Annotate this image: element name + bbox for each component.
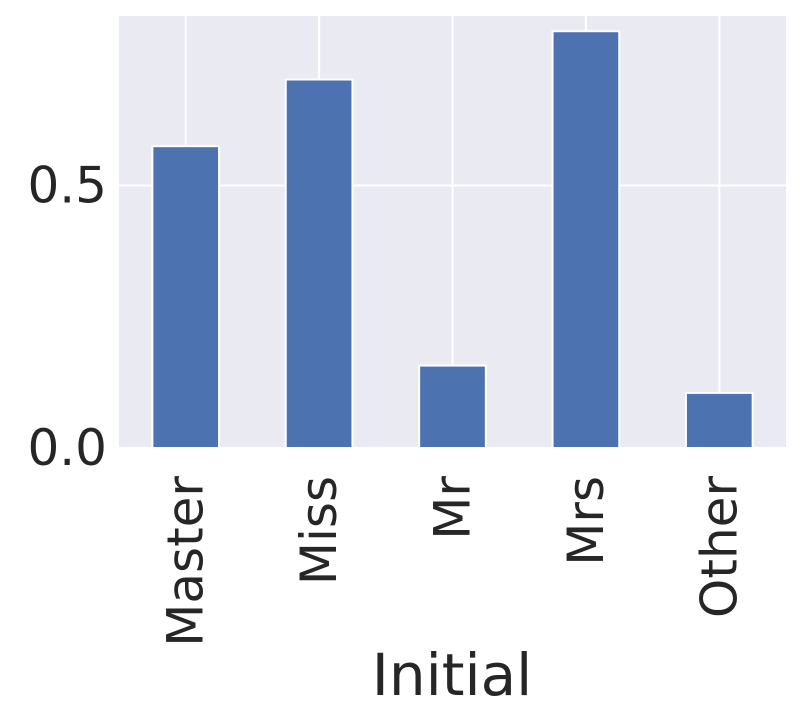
x-tick-label-mr: Mr [424,476,482,540]
bars [151,30,754,450]
bar-mrs [551,30,621,450]
x-tick-label-miss: Miss [290,476,348,585]
bar-master [151,145,221,449]
y-tick-label: 0.5 [27,157,107,215]
bar-other [684,391,754,450]
x-tick-label-other: Other [690,476,748,618]
x-axis-title: Initial [372,641,533,709]
x-tick-label-mrs: Mrs [557,476,615,566]
x-tick-label-master: Master [157,476,215,647]
bar-miss [284,78,354,449]
bar-mr [418,364,487,449]
x-tick-labels: Master Miss Mr Mrs Other [157,476,749,647]
y-tick-labels: 0.0 0.5 [27,157,107,477]
y-tick-label: 0.0 [27,419,107,477]
